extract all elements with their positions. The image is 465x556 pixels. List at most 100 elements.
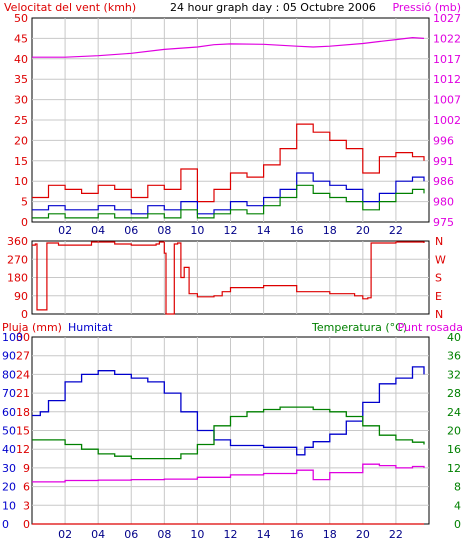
- rain-tick-label: 24: [16, 368, 30, 381]
- hour-tick-label: 04: [91, 528, 105, 541]
- wind-speed-tick-label: 15: [14, 155, 28, 168]
- temperature-tick-label: 32: [447, 368, 461, 381]
- panel-rain-ticks: 0 3 6 9 12 15 18 21 24 27 30: [16, 331, 30, 531]
- hour-tick-label: 10: [190, 224, 204, 237]
- rain-tick-label: 12: [16, 443, 30, 456]
- hour-tick-label: 16: [290, 528, 304, 541]
- wind-speed-tick-label: 50: [14, 12, 28, 25]
- pressure-tick-label: 1002: [433, 114, 461, 127]
- direction-degree-tick-label: 360: [7, 235, 28, 248]
- compass-tick-label: E: [435, 290, 442, 303]
- direction-degree-tick-label: 270: [7, 253, 28, 266]
- hour-tick-label: 06: [124, 528, 138, 541]
- gust-line: [32, 123, 425, 203]
- temperature-tick-label: 8: [454, 481, 461, 494]
- rain-tick-label: 3: [23, 499, 30, 512]
- hour-tick-label: 04: [91, 224, 105, 237]
- compass-tick-label: N: [435, 235, 443, 248]
- panel-wind-pressure-left-ticks: 0 5 10 15 20 25 30 35 40 45 50: [14, 12, 28, 229]
- dewpoint-line: [32, 463, 425, 483]
- wind-speed-tick-label: 35: [14, 73, 28, 86]
- compass-tick-label: N: [435, 308, 443, 321]
- hour-tick-label: 02: [58, 528, 72, 541]
- panel-rain-humidity-temp-lines: [32, 366, 425, 525]
- wind-speed-tick-label: 20: [14, 134, 28, 147]
- temperature-tick-label: 20: [447, 425, 461, 438]
- pressure-tick-label: 986: [433, 175, 454, 188]
- temperature-tick-label: 12: [447, 462, 461, 475]
- panel-wind-pressure-lines: [32, 36, 425, 219]
- rain-axis-label: Pluja (mm): [2, 321, 62, 334]
- wind-speed-tick-label: 30: [14, 94, 28, 107]
- panel-wind-direction-degree-ticks: 0 90 180 270 360: [7, 235, 28, 321]
- hour-tick-label: 02: [58, 224, 72, 237]
- humidity-tick-label: 60: [2, 406, 16, 419]
- direction-degree-tick-label: 90: [14, 290, 28, 303]
- rain-tick-label: 27: [16, 350, 30, 363]
- hour-tick-label: 10: [190, 528, 204, 541]
- humidity-tick-label: 20: [2, 481, 16, 494]
- panel-temperature-ticks: 0 4 8 12 16 20 24 28 32 36 40: [447, 331, 461, 531]
- wind-speed-tick-label: 10: [14, 175, 28, 188]
- temperature-axis-label: Temperatura (°C): [311, 321, 407, 334]
- temperature-tick-label: 28: [447, 387, 461, 400]
- humidity-tick-label: 80: [2, 368, 16, 381]
- temperature-tick-label: 16: [447, 443, 461, 456]
- pressure-line: [32, 36, 425, 58]
- humidity-tick-label: 10: [2, 499, 16, 512]
- hour-tick-label: 14: [257, 224, 271, 237]
- panel-wind-pressure-right-ticks: 975 980 986 991 996 1002 1007 1012 1017 1022 1027: [433, 12, 461, 229]
- rain-tick-label: 30: [16, 331, 30, 344]
- hour-tick-label: 06: [124, 224, 138, 237]
- temperature-tick-label: 24: [447, 406, 461, 419]
- average-line: [32, 172, 425, 215]
- humidity-tick-label: 30: [2, 462, 16, 475]
- temperature-line: [32, 406, 425, 460]
- temperature-tick-label: 0: [454, 518, 461, 531]
- rain-tick-label: 0: [23, 518, 30, 531]
- hour-tick-label: 22: [389, 224, 403, 237]
- humidity-tick-label: 0: [2, 518, 9, 531]
- rain-tick-label: 21: [16, 387, 30, 400]
- hour-tick-label: 08: [157, 528, 171, 541]
- pressure-tick-label: 1017: [433, 53, 461, 66]
- pressure-tick-label: 1027: [433, 12, 461, 25]
- rain-tick-label: 18: [16, 406, 30, 419]
- pressure-tick-label: 996: [433, 134, 454, 147]
- humidity-tick-label: 70: [2, 387, 16, 400]
- wind-speed-tick-label: 5: [21, 196, 28, 209]
- panel-humidity-ticks: 0 10 20 30 40 50 60 70 80 90 100: [2, 331, 23, 531]
- temperature-tick-label: 36: [447, 350, 461, 363]
- hour-tick-label: 20: [356, 528, 370, 541]
- hour-tick-label: 18: [323, 528, 337, 541]
- pressure-tick-label: 1012: [433, 73, 461, 86]
- min-line: [32, 184, 425, 219]
- hour-tick-label: 16: [290, 224, 304, 237]
- pressure-axis-label: Pressió (mb): [392, 1, 461, 14]
- hour-tick-label: 22: [389, 528, 403, 541]
- hour-tick-label: 08: [157, 224, 171, 237]
- direction-degree-tick-label: 180: [7, 272, 28, 285]
- panel-wind-pressure-x-ticks: 02 04 06 08 10 12 14 16 18 20 22: [58, 224, 403, 237]
- temperature-tick-label: 40: [447, 331, 461, 344]
- panel-rain-humidity-temp-x-ticks: 02 04 06 08 10 12 14 16 18 20 22: [58, 528, 403, 541]
- rain-tick-label: 9: [23, 462, 30, 475]
- pressure-tick-label: 975: [433, 216, 454, 229]
- compass-tick-label: W: [435, 253, 446, 266]
- hour-tick-label: 12: [224, 528, 238, 541]
- hour-tick-label: 18: [323, 224, 337, 237]
- direction-line: [32, 241, 425, 315]
- hour-tick-label: 12: [224, 224, 238, 237]
- wind-speed-tick-label: 25: [14, 114, 28, 127]
- hour-tick-label: 14: [257, 528, 271, 541]
- humidity-axis-label: Humitat: [68, 321, 113, 334]
- rain-tick-label: 6: [23, 481, 30, 494]
- panel-wind-direction-lines: [32, 241, 425, 315]
- pressure-tick-label: 991: [433, 155, 454, 168]
- humidity-tick-label: 90: [2, 350, 16, 363]
- temperature-tick-label: 4: [454, 499, 461, 512]
- pressure-tick-label: 1007: [433, 94, 461, 107]
- humidity-tick-label: 50: [2, 425, 16, 438]
- hour-tick-label: 20: [356, 224, 370, 237]
